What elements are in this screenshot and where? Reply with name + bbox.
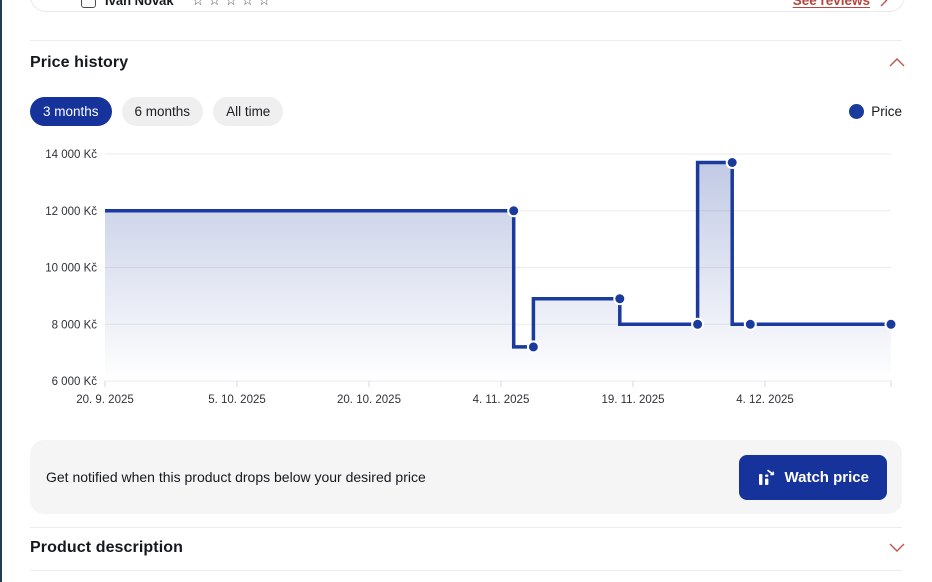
svg-text:20. 9. 2025: 20. 9. 2025 — [76, 394, 134, 406]
section-divider — [30, 40, 902, 41]
chevron-down-icon[interactable] — [889, 539, 905, 557]
chevron-right-icon[interactable] — [880, 0, 888, 7]
price-history-header[interactable]: Price history — [30, 52, 905, 74]
reviewer-avatar-icon — [81, 0, 96, 8]
chart-legend: Price — [849, 104, 902, 119]
tab-3-months[interactable]: 3 months — [30, 97, 112, 126]
section-divider — [30, 570, 902, 571]
watch-price-button[interactable]: Watch price — [738, 454, 887, 500]
svg-text:4. 11. 2025: 4. 11. 2025 — [473, 394, 530, 406]
svg-text:4. 12. 2025: 4. 12. 2025 — [736, 394, 794, 406]
svg-text:10 000 Kč: 10 000 Kč — [45, 263, 97, 275]
reviewer-name: Ivan Novák — [105, 0, 174, 8]
price-legend-label: Price — [871, 104, 902, 119]
window-edge-line — [0, 0, 2, 582]
watch-price-label: Watch price — [784, 468, 869, 486]
see-reviews-link[interactable]: See reviews — [792, 0, 870, 8]
svg-text:19. 11. 2025: 19. 11. 2025 — [601, 394, 664, 406]
watch-price-banner: Get notified when this product drops bel… — [30, 440, 902, 514]
review-card: Ivan Novák ☆☆☆☆☆ See reviews — [30, 0, 905, 12]
svg-text:12 000 Kč: 12 000 Kč — [45, 206, 97, 218]
period-tabs: 3 months 6 months All time — [30, 97, 284, 126]
section-divider — [30, 527, 902, 528]
price-history-chart: 14 000 Kč 12 000 Kč 10 000 Kč 8 000 Kč 6 000… — [30, 146, 902, 410]
svg-text:6 000 Kč: 6 000 Kč — [52, 376, 98, 388]
svg-text:8 000 Kč: 8 000 Kč — [52, 319, 98, 331]
svg-text:5. 10. 2025: 5. 10. 2025 — [208, 394, 266, 406]
review-row: Ivan Novák ☆☆☆☆☆ See reviews — [81, 0, 888, 9]
price-history-title: Price history — [30, 54, 129, 71]
price-legend-dot-icon — [849, 104, 865, 119]
watch-price-message: Get notified when this product drops bel… — [46, 469, 426, 485]
tab-all-time[interactable]: All time — [213, 97, 284, 126]
price-history-chart-svg: 14 000 Kč 12 000 Kč 10 000 Kč 8 000 Kč 6 000… — [45, 149, 898, 406]
svg-text:14 000 Kč: 14 000 Kč — [45, 149, 97, 161]
product-description-header[interactable]: Product description — [30, 537, 905, 559]
price-chart-icon — [757, 468, 776, 487]
tab-6-months[interactable]: 6 months — [121, 97, 204, 126]
product-description-title: Product description — [30, 539, 184, 556]
chevron-up-icon[interactable] — [889, 54, 905, 72]
rating-stars: ☆☆☆☆☆ — [191, 0, 275, 8]
svg-text:20. 10. 2025: 20. 10. 2025 — [337, 394, 401, 406]
